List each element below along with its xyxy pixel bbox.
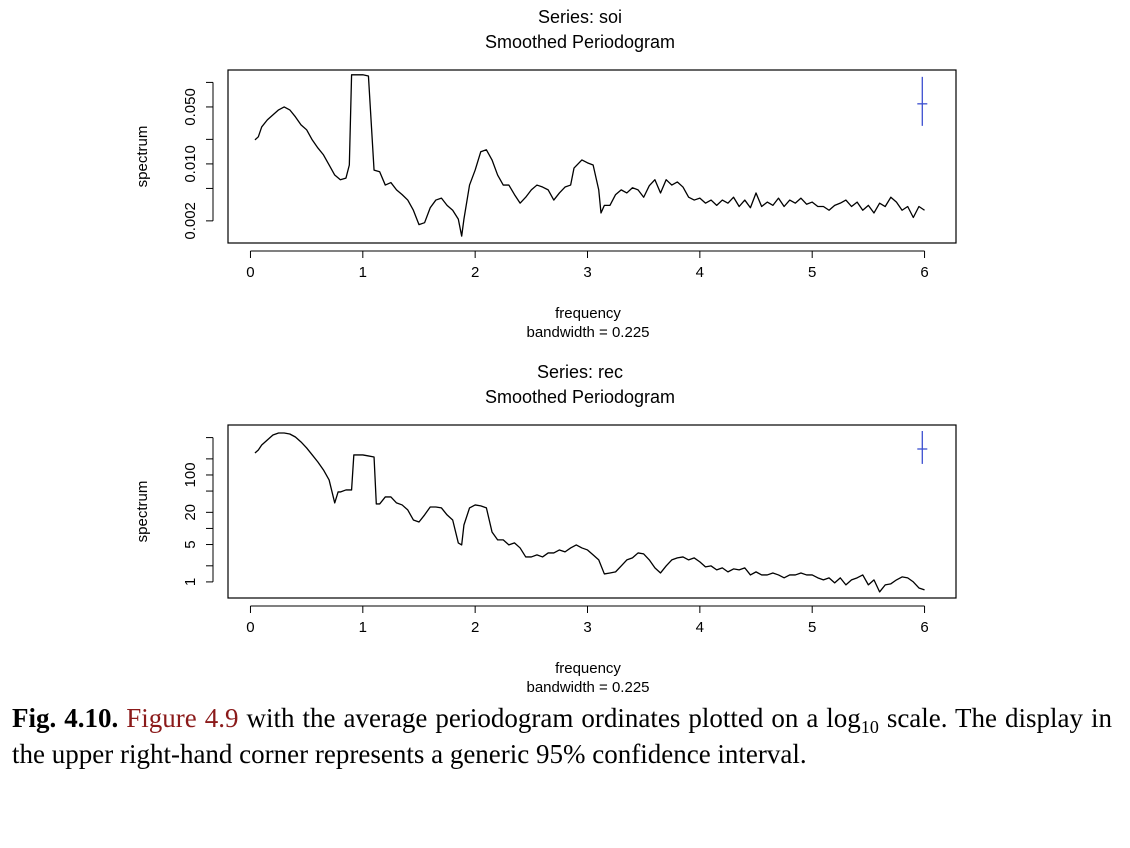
- x-tick-label: 2: [471, 264, 479, 281]
- chart-title: Series: rec: [537, 362, 623, 382]
- x-tick-label: 3: [583, 264, 591, 281]
- spectrum-line: [254, 432, 925, 593]
- plot-box: [227, 69, 957, 244]
- x-axis-sublabel: bandwidth = 0.225: [526, 324, 649, 341]
- x-tick-label: 5: [808, 619, 816, 636]
- x-tick-label: 1: [359, 619, 367, 636]
- x-tick-label: 4: [696, 264, 704, 281]
- x-tick-label: 2: [471, 619, 479, 636]
- y-tick-label: 5: [182, 540, 199, 548]
- caption: Fig. 4.10. Figure 4.9 with the average p…: [12, 700, 1112, 772]
- caption-subscript: 10: [860, 717, 879, 737]
- y-axis-label: spectrum: [134, 126, 151, 188]
- x-tick-label: 6: [920, 264, 928, 281]
- spectrum-line: [254, 74, 925, 237]
- x-axis-label: frequency: [555, 305, 621, 322]
- x-tick-label: 4: [696, 619, 704, 636]
- x-tick-label: 0: [246, 264, 254, 281]
- x-axis-label: frequency: [555, 660, 621, 677]
- caption-text-end: scale. The display in the upper right-ha…: [12, 703, 1113, 769]
- plot-box: [227, 424, 957, 599]
- y-tick-label: 1: [182, 578, 199, 586]
- caption-reference[interactable]: Figure 4.9: [126, 703, 239, 733]
- caption-text: with the average periodogram ordinates p…: [246, 703, 861, 733]
- y-tick-label: 20: [182, 504, 199, 521]
- x-tick-label: 3: [583, 619, 591, 636]
- figure: Series: soi Smoothed Periodogram 0 1 2 3 4 5 6 fr…: [134, 7, 957, 696]
- caption-label: Fig. 4.10.: [12, 703, 119, 733]
- x-tick-label: 6: [920, 619, 928, 636]
- x-tick-label: 5: [808, 264, 816, 281]
- chart-title: Series: soi: [538, 7, 622, 27]
- y-tick-label: 100: [182, 462, 199, 487]
- y-tick-label: 0.010: [182, 145, 199, 183]
- chart-subtitle: Smoothed Periodogram: [485, 387, 675, 407]
- y-tick-label: 0.002: [182, 202, 199, 240]
- x-tick-label: 0: [246, 619, 254, 636]
- y-tick-label: 0.050: [182, 88, 199, 126]
- chart-subtitle: Smoothed Periodogram: [485, 32, 675, 52]
- x-axis-sublabel: bandwidth = 0.225: [526, 679, 649, 696]
- x-tick-label: 1: [359, 264, 367, 281]
- y-axis-label: spectrum: [134, 481, 151, 543]
